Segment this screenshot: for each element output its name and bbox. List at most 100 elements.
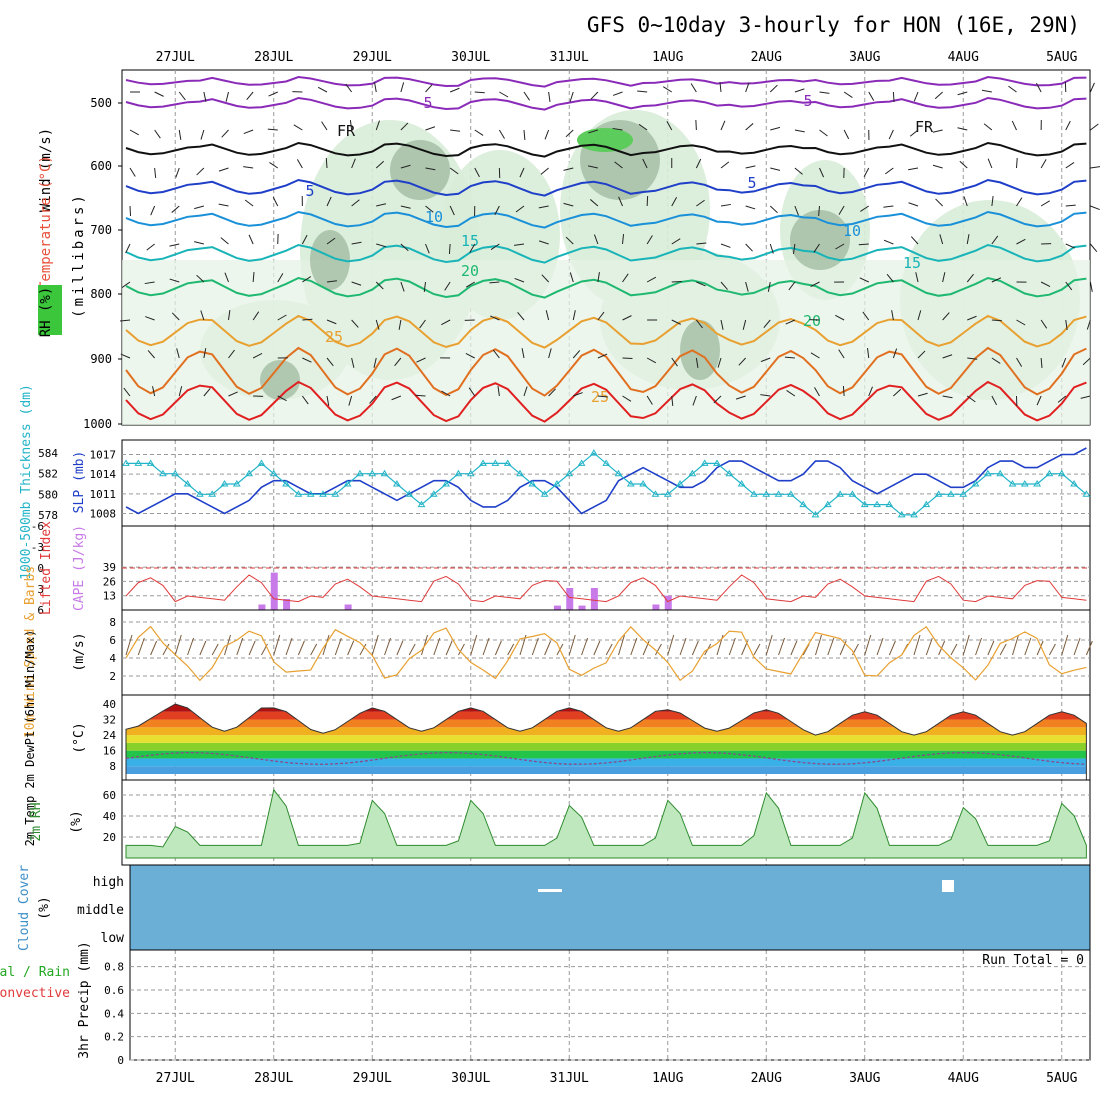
bottom-date-label: 31JUL bbox=[550, 1071, 589, 1086]
cape-bar bbox=[578, 605, 586, 610]
thickness-point bbox=[343, 480, 352, 487]
bottom-date-axis: 27JUL 28JUL 29JUL 30JUL 31JUL 1AUG 2AUG 3AUG 4AU… bbox=[156, 1071, 1078, 1086]
upper-wind-barb bbox=[957, 127, 968, 131]
cape-bar bbox=[652, 604, 660, 610]
upper-wind-barb bbox=[548, 388, 556, 397]
thickness-point bbox=[442, 480, 451, 487]
upper-wind-barb bbox=[120, 353, 131, 359]
upper-wind-barb bbox=[228, 349, 235, 359]
upper-wind-barb bbox=[991, 319, 1002, 322]
upper-wind-barb bbox=[497, 386, 500, 397]
upper-wind-barb bbox=[590, 91, 599, 100]
temp-tick-label: 8 bbox=[109, 760, 116, 773]
wind-barb bbox=[248, 640, 256, 656]
upper-wind-barb bbox=[296, 159, 303, 169]
upper-wind-barb bbox=[695, 319, 703, 329]
thickness-point bbox=[750, 490, 758, 497]
upper-wind-barb bbox=[449, 205, 455, 216]
ua-ytick-label: 900 bbox=[90, 352, 112, 366]
upper-wind-barb bbox=[614, 161, 623, 169]
upper-wind-barb bbox=[302, 357, 312, 363]
wind-barb bbox=[962, 634, 970, 656]
upper-wind-barb bbox=[441, 390, 451, 397]
freezing-level bbox=[125, 141, 1087, 158]
upper-wind-barb bbox=[784, 356, 795, 359]
wind-barb bbox=[778, 637, 786, 656]
wind-barb bbox=[581, 637, 589, 656]
upper-wind-barb bbox=[176, 348, 180, 359]
upper-wind-barb bbox=[745, 123, 754, 131]
wind-barb bbox=[359, 643, 367, 656]
cloud-label: Cloud Cover bbox=[17, 865, 32, 951]
upper-wind-barb bbox=[203, 388, 211, 397]
upper-wind-barb bbox=[868, 386, 873, 397]
upper-wind-barb bbox=[959, 160, 968, 169]
upper-wind-barb bbox=[1035, 82, 1042, 93]
wind10m-label: 10m Wind Speed & Barbs bbox=[23, 566, 38, 738]
thickness-point bbox=[380, 469, 389, 477]
upper-wind-barb bbox=[541, 274, 549, 283]
upper-wind-barb bbox=[760, 394, 771, 397]
temp-band bbox=[126, 742, 1087, 751]
wind-barb bbox=[642, 640, 650, 656]
upper-wind-barb bbox=[1008, 85, 1017, 93]
wind-barb bbox=[150, 640, 158, 656]
upper-wind-barb bbox=[622, 234, 625, 245]
ua-units-label: (millibars) bbox=[71, 192, 87, 318]
thickness-point bbox=[540, 490, 549, 497]
upper-wind-barb bbox=[646, 276, 657, 283]
left-axis-labels: Wind (m/s) Temperature (°C) RH (%) (mill… bbox=[0, 128, 1084, 1059]
thickness-point bbox=[1057, 469, 1066, 477]
upper-wind-barb bbox=[194, 205, 205, 210]
thickness-point bbox=[269, 469, 278, 477]
upper-wind-barb bbox=[1040, 200, 1050, 207]
rh-legend-swatch bbox=[38, 285, 62, 335]
upper-wind-barb bbox=[225, 91, 229, 102]
upper-wind-barb bbox=[375, 319, 380, 330]
upper-wind-barb bbox=[720, 203, 731, 207]
upper-wind-barb bbox=[987, 158, 993, 169]
upper-wind-barb bbox=[301, 234, 308, 245]
slp-tick-label: 1008 bbox=[90, 507, 117, 520]
thickness-point bbox=[577, 459, 586, 466]
thickness-point bbox=[737, 480, 746, 487]
upper-wind-barb bbox=[248, 234, 254, 245]
wind-barb bbox=[285, 637, 293, 656]
ua-ytick-label: 600 bbox=[90, 159, 112, 173]
upper-wind-barb bbox=[325, 157, 328, 169]
upper-wind-barb bbox=[468, 387, 476, 397]
upper-wind-barb bbox=[150, 205, 156, 216]
wind-barb bbox=[691, 640, 699, 656]
wind-barb bbox=[457, 643, 465, 656]
thickness-point bbox=[848, 490, 857, 497]
upper-wind-barb bbox=[146, 243, 155, 251]
upper-wind-barb bbox=[474, 129, 484, 136]
cape-bar bbox=[566, 588, 574, 610]
upper-wind-barb bbox=[612, 127, 623, 131]
cloud-level-label: high bbox=[93, 875, 124, 890]
upper-wind-barb bbox=[1061, 357, 1067, 368]
wind-barb bbox=[187, 637, 195, 656]
upper-wind-barb bbox=[788, 281, 796, 291]
upper-wind-barb bbox=[252, 311, 260, 321]
upper-wind-barb bbox=[569, 91, 574, 102]
upper-wind-barb bbox=[178, 386, 183, 397]
li-tick-label: 6 bbox=[37, 604, 44, 617]
thickness-point bbox=[429, 490, 438, 497]
upper-wind-barb bbox=[515, 205, 525, 213]
wind-barb bbox=[765, 634, 773, 656]
upper-wind-barb bbox=[770, 167, 781, 171]
upper-wind-barb bbox=[738, 357, 746, 366]
wind-barb bbox=[593, 640, 601, 656]
rh-area bbox=[125, 788, 1087, 859]
upper-wind-barb bbox=[317, 86, 328, 93]
upper-wind-barb bbox=[196, 274, 205, 283]
thickness-point bbox=[836, 490, 845, 497]
rh-shading-high bbox=[577, 128, 633, 152]
upper-wind-barb bbox=[915, 272, 919, 283]
upper-wind-barb bbox=[942, 272, 946, 283]
thickness-point bbox=[983, 469, 992, 477]
wind-barb bbox=[482, 637, 490, 656]
bottom-date-label: 28JUL bbox=[254, 1071, 293, 1086]
wind-barb bbox=[950, 643, 958, 656]
